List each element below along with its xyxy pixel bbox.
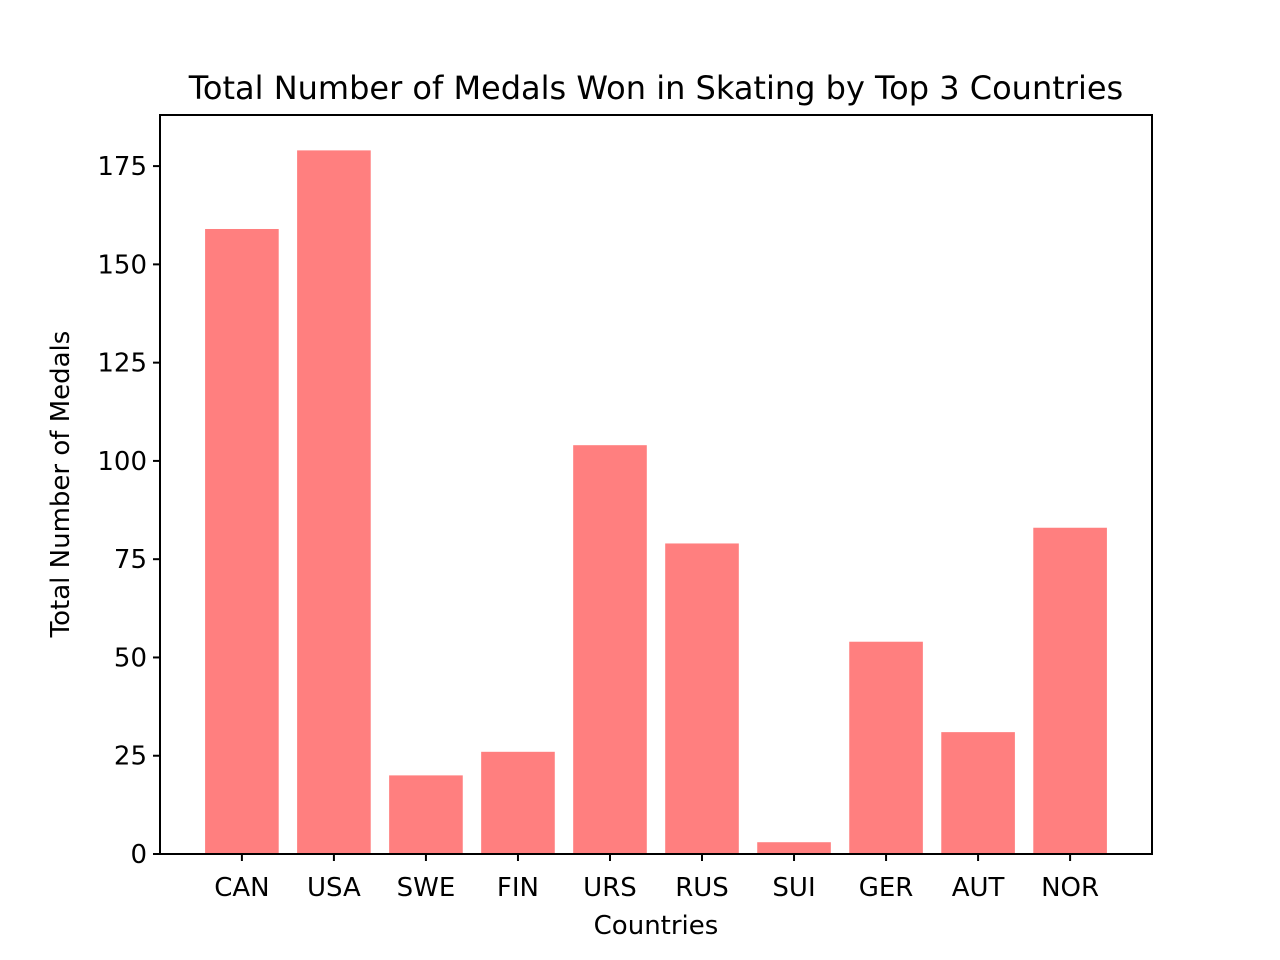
x-tick-label: SWE: [397, 873, 456, 903]
bars-group: [205, 150, 1107, 855]
bar-fin: [481, 751, 555, 854]
bar-nor: [1033, 527, 1107, 854]
x-tick-label: AUT: [952, 873, 1005, 903]
bar-ger: [849, 641, 923, 854]
y-tick-label: 25: [114, 742, 147, 772]
x-tick-label: GER: [859, 873, 914, 903]
bar-can: [205, 228, 279, 855]
x-axis-label: Countries: [594, 911, 719, 941]
x-tick-label: USA: [307, 873, 361, 903]
bar-aut: [941, 732, 1015, 854]
x-tick-label: URS: [583, 873, 637, 903]
y-tick-label: 125: [97, 349, 147, 379]
x-axis-ticks: CAN USA SWE FIN URS RUS SUI GER AUT NOR: [214, 854, 1099, 903]
bar-usa: [297, 150, 371, 854]
y-tick-label: 175: [97, 152, 147, 182]
x-tick-label: RUS: [675, 873, 729, 903]
y-tick-label: 0: [130, 840, 147, 870]
x-tick-label: SUI: [772, 873, 815, 903]
y-tick-label: 50: [114, 643, 147, 673]
x-tick-label: FIN: [497, 873, 539, 903]
chart-title: Total Number of Medals Won in Skating by…: [188, 69, 1123, 107]
bar-swe: [389, 775, 463, 854]
bar-sui: [757, 842, 831, 854]
y-tick-label: 100: [97, 447, 147, 477]
bar-rus: [665, 543, 739, 854]
y-axis-ticks: 0 25 50 75 100 125 150 175: [97, 152, 160, 870]
y-tick-label: 75: [114, 545, 147, 575]
x-tick-label: CAN: [214, 873, 269, 903]
x-tick-label: NOR: [1041, 873, 1099, 903]
bar-urs: [573, 445, 647, 854]
y-tick-label: 150: [97, 250, 147, 280]
plot-area-frame: [159, 114, 1153, 855]
y-axis-label: Total Number of Medals: [46, 331, 76, 639]
